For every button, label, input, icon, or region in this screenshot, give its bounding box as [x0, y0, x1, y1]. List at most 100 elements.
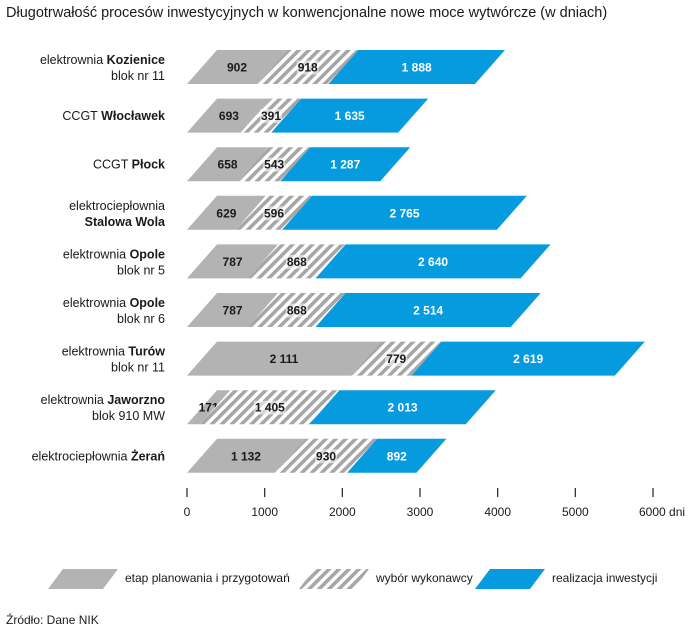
category-label-line1: elektrociepłownia Żerań	[32, 448, 165, 463]
category-labels: elektrownia Kozienice blok nr 11 CCGT Włoc…	[32, 53, 166, 463]
category-label-line2: blok nr 5	[117, 263, 165, 277]
bar-segment-realization	[328, 50, 505, 84]
category-label-line1: elektrownia Turów	[62, 345, 166, 359]
chart-title: Długotrwałość procesów inwestycyjnych w …	[6, 5, 608, 21]
category-label-line1: elektrownia Opole	[63, 247, 165, 261]
data-label-planning: 2 111	[270, 352, 299, 366]
x-tick-label: 5000	[562, 505, 589, 519]
data-label-selection: 868	[287, 255, 307, 269]
bar-segment-planning	[187, 50, 288, 84]
bar-segment-realization	[280, 147, 411, 182]
bar-row: 658 543 1 287	[187, 147, 411, 182]
data-label-selection: 543	[264, 158, 284, 172]
bar-segment-planning	[187, 244, 279, 279]
bar-row: 2 111 779 2 619	[187, 341, 645, 376]
bar-segment-realization	[309, 390, 496, 425]
data-label-bg	[259, 109, 283, 124]
category-label-line1: elektrownia Kozienice	[40, 53, 165, 67]
bar-row: 693 391 1 635	[187, 98, 429, 133]
category-label-line2: blok nr 11	[111, 69, 165, 83]
legend-label-planning: etap planowania i przygotowań	[125, 571, 290, 585]
data-label-selection: 596	[264, 206, 284, 220]
bar-row: 171 1 405 2 013	[187, 390, 496, 425]
data-label-bg	[385, 352, 408, 367]
x-tick-label: 1000	[251, 505, 278, 519]
data-label-realization: 1 287	[330, 158, 360, 172]
bar-segment-planning	[187, 293, 279, 327]
category-label-line1: elektrociepłownia	[69, 199, 165, 213]
legend: etap planowania i przygotowań wybór wyko…	[0, 568, 696, 592]
category-label: elektrownia Opole blok nr 5	[63, 247, 165, 277]
legend-swatch-planning	[48, 569, 118, 589]
category-label-line1: elektrownia Opole	[63, 296, 165, 310]
legend-swatch-realization	[475, 569, 545, 589]
bar-segment-realization	[271, 98, 429, 133]
x-tick-label: 6000 dni	[639, 505, 685, 519]
data-label-selection: 1 405	[255, 401, 285, 415]
bar-segment-planning	[187, 147, 269, 182]
bar-row: 629 596 2 765	[187, 195, 527, 230]
bar-row: 1 132 930 892	[187, 438, 447, 473]
data-label-bg	[285, 303, 308, 318]
bar-segment-planning	[187, 341, 381, 376]
x-tick-label: 3000	[407, 505, 434, 519]
bar-segment-realization	[315, 244, 551, 279]
bar-segment-planning	[187, 195, 266, 230]
data-label-planning: 787	[223, 304, 243, 318]
bar-segment-planning	[187, 438, 305, 473]
data-label-bg	[262, 206, 286, 221]
bar-row: 787 868 2 514	[187, 293, 541, 327]
x-tick-label: 0	[184, 505, 191, 519]
data-label-realization: 892	[387, 449, 407, 463]
data-label-bg	[253, 400, 286, 415]
category-label: elektrociepłownia Stalowa Wola	[69, 199, 166, 229]
category-label-line2: blok 910 MW	[92, 409, 165, 423]
x-tick-label: 2000	[329, 505, 356, 519]
data-label-planning: 1 132	[231, 449, 261, 463]
data-label-selection: 868	[287, 304, 307, 318]
source-note: Źródło: Dane NIK	[6, 613, 99, 627]
data-label-bg	[285, 254, 308, 269]
category-label: elektrociepłownia Żerań	[32, 448, 165, 463]
category-label: elektrownia Turów blok nr 11	[62, 345, 166, 375]
legend-item-realization: realizacja inwestycji	[474, 568, 657, 590]
data-label-planning: 658	[218, 158, 238, 172]
bar-segment-realization	[411, 341, 645, 376]
category-label-line1: elektrownia Jaworzno	[41, 393, 166, 407]
data-label-bg	[315, 449, 338, 464]
category-label: elektrownia Jaworzno blok 910 MW	[41, 393, 166, 423]
data-label-realization: 2 765	[390, 206, 420, 220]
bar-segment-planning	[187, 98, 271, 133]
data-label-planning: 787	[223, 255, 243, 269]
legend-label-selection: wybór wykonawcy	[376, 571, 473, 585]
bar-segment-realization	[315, 293, 541, 327]
stacked-bar-chart: 902 918 1 888 693 391 1 635 658 543 1 287 629 596 2…	[32, 50, 685, 519]
data-label-selection: 779	[386, 352, 406, 366]
legend-item-planning: etap planowania i przygotowań	[47, 568, 290, 590]
data-label-realization: 1 635	[335, 109, 365, 123]
data-label-selection: 391	[261, 109, 281, 123]
x-axis: 0 1000 2000 3000 4000 5000 6000 dni	[184, 488, 685, 519]
data-label-realization: 2 013	[388, 401, 418, 415]
category-label: CCGT Płock	[93, 158, 165, 172]
data-label-planning: 629	[216, 206, 236, 220]
data-label-selection: 930	[316, 449, 336, 463]
data-label-selection: 918	[298, 61, 318, 75]
data-label-realization: 2 619	[513, 352, 543, 366]
bar-segment-planning	[187, 390, 231, 425]
data-label-realization: 2 514	[413, 304, 443, 318]
category-label-line2: Stalowa Wola	[85, 215, 166, 229]
data-label-bg	[296, 60, 319, 75]
bars-layer: 902 918 1 888 693 391 1 635 658 543 1 287 629 596 2…	[187, 50, 645, 473]
data-label-realization: 1 888	[402, 61, 432, 75]
data-label-bg	[263, 157, 286, 172]
bar-segment-realization	[282, 195, 527, 230]
category-label-line2: blok nr 11	[111, 361, 165, 375]
category-label-line1: CCGT Płock	[93, 158, 165, 172]
category-label: elektrownia Kozienice blok nr 11	[40, 53, 165, 83]
category-label-line2: blok nr 6	[117, 312, 165, 326]
bar-row: 902 918 1 888	[187, 50, 505, 84]
legend-item-selection: wybór wykonawcy	[298, 568, 473, 590]
legend-swatch-selection	[299, 569, 369, 589]
x-tick-label: 4000	[484, 505, 511, 519]
